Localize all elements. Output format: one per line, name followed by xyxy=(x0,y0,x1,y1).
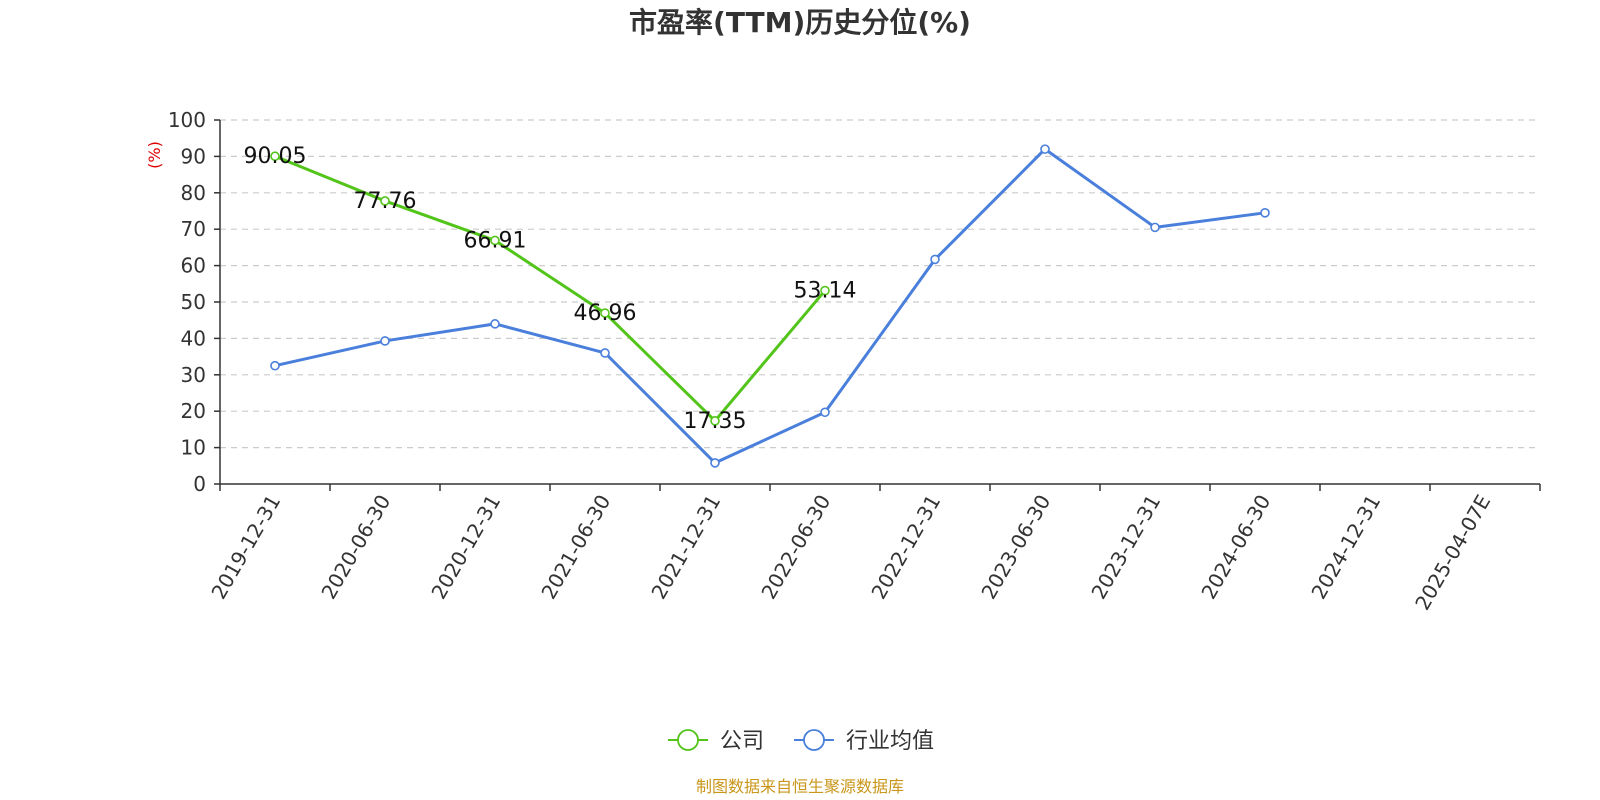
x-tick-label: 2020-06-30 xyxy=(316,491,395,604)
legend-marker-icon xyxy=(677,729,699,751)
x-tick-label: 2024-12-31 xyxy=(1306,491,1385,604)
data-source-note: 制图数据来自恒生聚源数据库 xyxy=(696,777,904,796)
series-0-point xyxy=(270,151,280,162)
x-tick-label: 2024-06-30 xyxy=(1196,491,1275,604)
data-label: 77.76 xyxy=(354,189,417,214)
legend-item-0[interactable]: 公司 xyxy=(668,729,764,754)
series-line-0 xyxy=(274,154,827,423)
data-label: 66.91 xyxy=(464,228,527,253)
x-tick-label: 2020-12-31 xyxy=(426,491,505,604)
series-0-point xyxy=(820,285,830,296)
series-1-point xyxy=(930,254,940,265)
series-1-point xyxy=(1040,144,1050,154)
data-labels: 90.05 77.76 66.91 46.96 17.35 53.14 xyxy=(244,144,857,434)
x-tick-label: 2021-06-30 xyxy=(536,491,615,604)
y-tick-label: 70 xyxy=(181,217,206,241)
data-label: 53.14 xyxy=(794,279,857,304)
series-1-point xyxy=(1150,222,1160,233)
data-label: 90.05 xyxy=(244,144,307,169)
axes: 0 10 20 30 40 50 60 70 80 90 100 2019-12-31 2020-06-… xyxy=(168,108,1541,615)
data-label: 46.96 xyxy=(574,301,637,326)
series-1-point xyxy=(490,319,500,329)
series-1-point xyxy=(270,360,280,371)
x-tick-label: 2022-06-30 xyxy=(756,491,835,604)
data-label: 17.35 xyxy=(684,409,747,434)
x-tick-label: 2023-06-30 xyxy=(976,491,1055,604)
series-lines xyxy=(270,144,1270,468)
series-1-point xyxy=(820,407,830,418)
y-tick-label: 80 xyxy=(181,181,206,205)
y-tick-label: 30 xyxy=(181,363,206,387)
legend[interactable]: 公司 行业均值 xyxy=(668,729,934,754)
grid-lines xyxy=(220,119,1540,449)
series-1-point xyxy=(1260,208,1270,218)
series-0-point xyxy=(380,196,390,206)
series-0-point xyxy=(710,416,720,426)
series-0-point xyxy=(490,235,500,246)
legend-item-1[interactable]: 行业均值 xyxy=(794,729,934,754)
x-tick-label: 2021-12-31 xyxy=(646,491,725,604)
y-tick-label: 20 xyxy=(181,399,206,423)
series-1-point xyxy=(600,348,610,358)
chart-title: 市盈率(TTM)历史分位(%) xyxy=(629,6,971,39)
y-tick-label: 50 xyxy=(181,290,206,314)
series-0-point xyxy=(600,308,610,318)
series-1-point xyxy=(380,336,390,346)
y-tick-label: 40 xyxy=(181,326,206,350)
y-tick-label: 10 xyxy=(181,436,206,460)
legend-label: 行业均值 xyxy=(846,729,934,754)
x-tick-label: 2019-12-31 xyxy=(206,491,285,604)
x-tick-label: 2023-12-31 xyxy=(1086,491,1165,604)
x-tick-label: 2025-04-07E xyxy=(1410,491,1495,615)
series-line-1 xyxy=(274,147,1266,465)
y-tick-label: 0 xyxy=(193,472,206,496)
y-tick-label: 90 xyxy=(181,144,206,168)
legend-marker-icon xyxy=(803,729,825,751)
y-tick-label: 60 xyxy=(181,254,206,278)
y-tick-label: 100 xyxy=(168,108,206,132)
x-tick-label: 2022-12-31 xyxy=(866,491,945,604)
y-axis-label: (%) xyxy=(145,141,164,169)
series-1-point xyxy=(710,458,720,468)
legend-label: 公司 xyxy=(720,729,764,754)
